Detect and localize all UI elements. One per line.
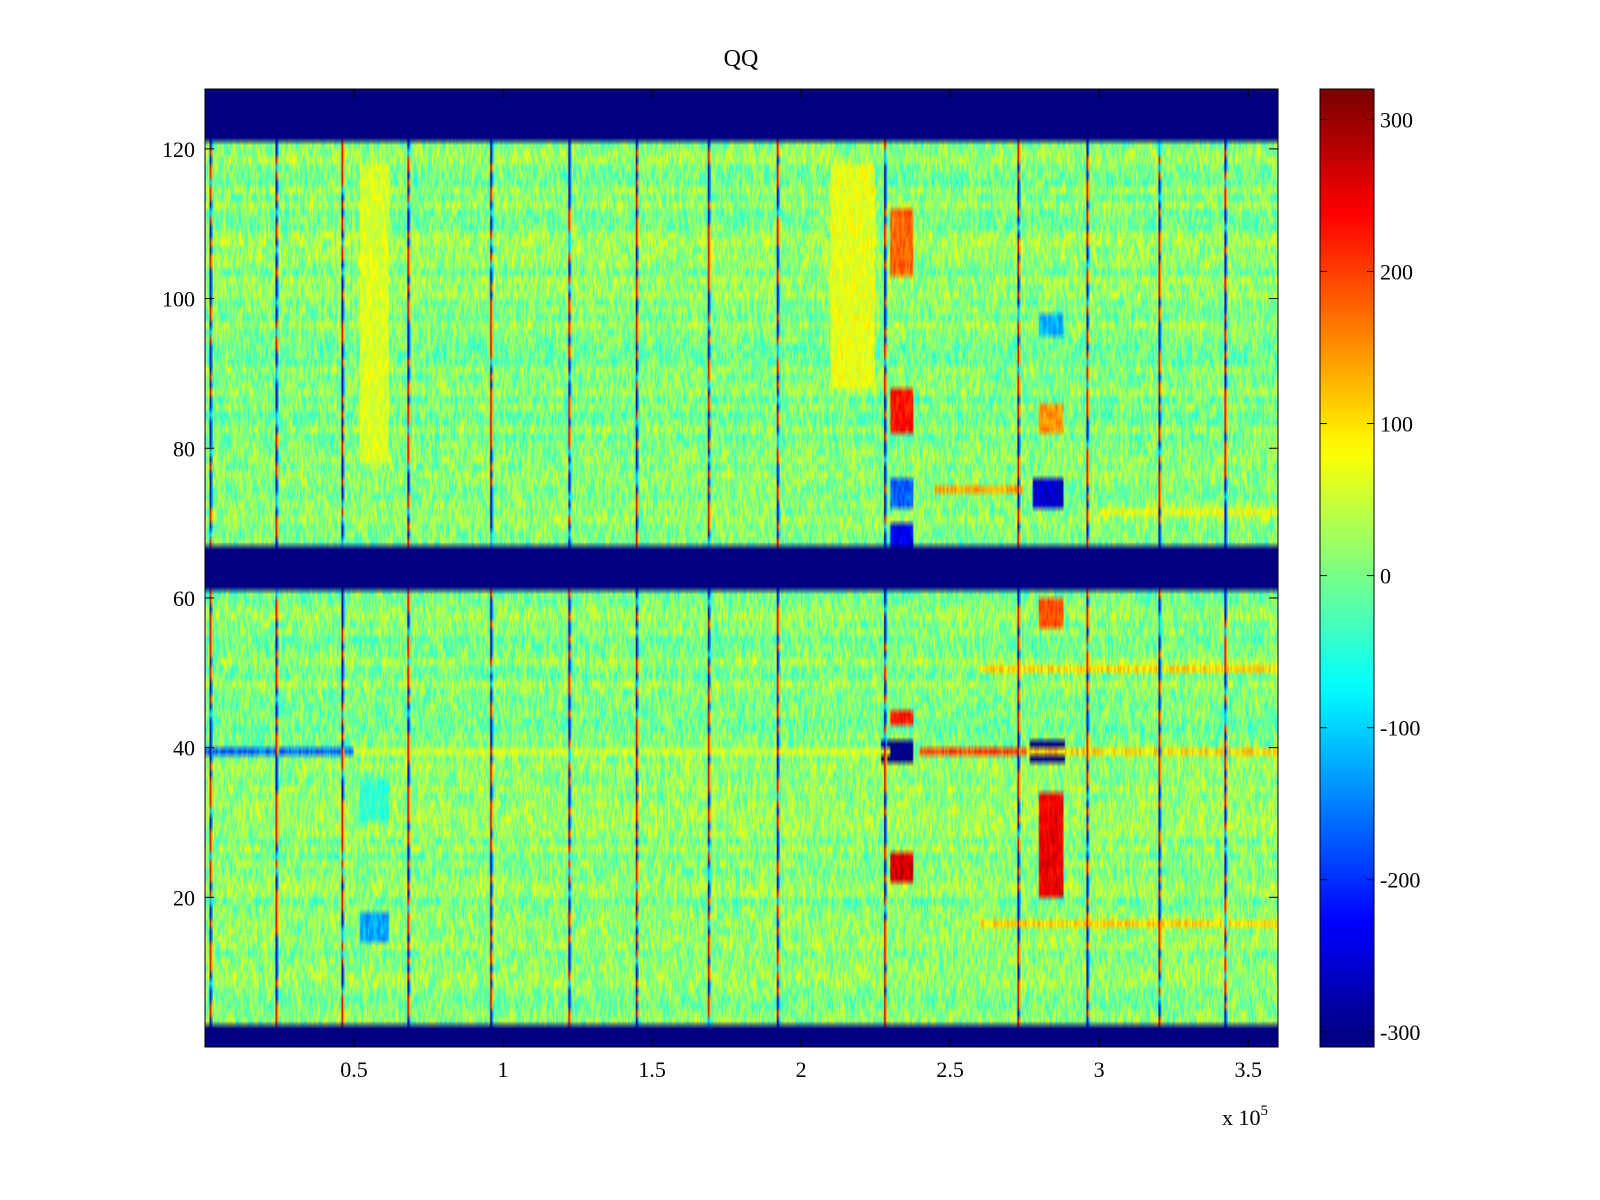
x-axis: 0.5 1 1.5 2 2.5 3 3.5: [340, 89, 1262, 1082]
colorbar-tick-label: -200: [1380, 868, 1420, 893]
x-tick-label: 2: [796, 1057, 807, 1082]
x-tick-label: 3.5: [1234, 1057, 1262, 1082]
y-tick-label: 40: [173, 736, 195, 761]
y-tick-label: 80: [173, 436, 195, 461]
x-tick-label: 3: [1094, 1057, 1105, 1082]
colorbar-tick-label: -100: [1380, 716, 1420, 741]
colorbar-tick-label: 100: [1380, 412, 1413, 437]
colorbar-tick-label: -300: [1380, 1020, 1420, 1045]
svg-text:x 105: x 105: [1222, 1103, 1268, 1130]
chart-title: QQ: [724, 46, 759, 72]
colorbar-ticks: 300 200 100 0 -100 -200 -300: [1320, 107, 1420, 1045]
y-tick-label: 60: [173, 586, 195, 611]
colorbar-tick-label: 200: [1380, 259, 1413, 284]
heatmap-image: [205, 89, 1278, 1047]
x-exponent-power: 5: [1261, 1103, 1269, 1119]
y-tick-label: 100: [162, 287, 195, 312]
colorbar: [1320, 89, 1374, 1047]
colorbar-frame: [1319, 88, 1375, 1048]
colorbar-tick-label: 300: [1380, 107, 1413, 132]
x-tick-label: 2.5: [936, 1057, 964, 1082]
x-tick-label: 1: [498, 1057, 509, 1082]
y-tick-label: 20: [173, 885, 195, 910]
x-tick-label: 0.5: [340, 1057, 368, 1082]
plot-frame: [204, 88, 1279, 1048]
x-axis-exponent: x 105: [1222, 1103, 1268, 1130]
colorbar-tick-label: 0: [1380, 564, 1391, 589]
x-tick-label: 1.5: [638, 1057, 666, 1082]
y-tick-label: 120: [162, 137, 195, 162]
y-axis: 20 40 60 80 100 120: [162, 137, 1278, 910]
x-exponent-base: x 10: [1222, 1105, 1261, 1130]
